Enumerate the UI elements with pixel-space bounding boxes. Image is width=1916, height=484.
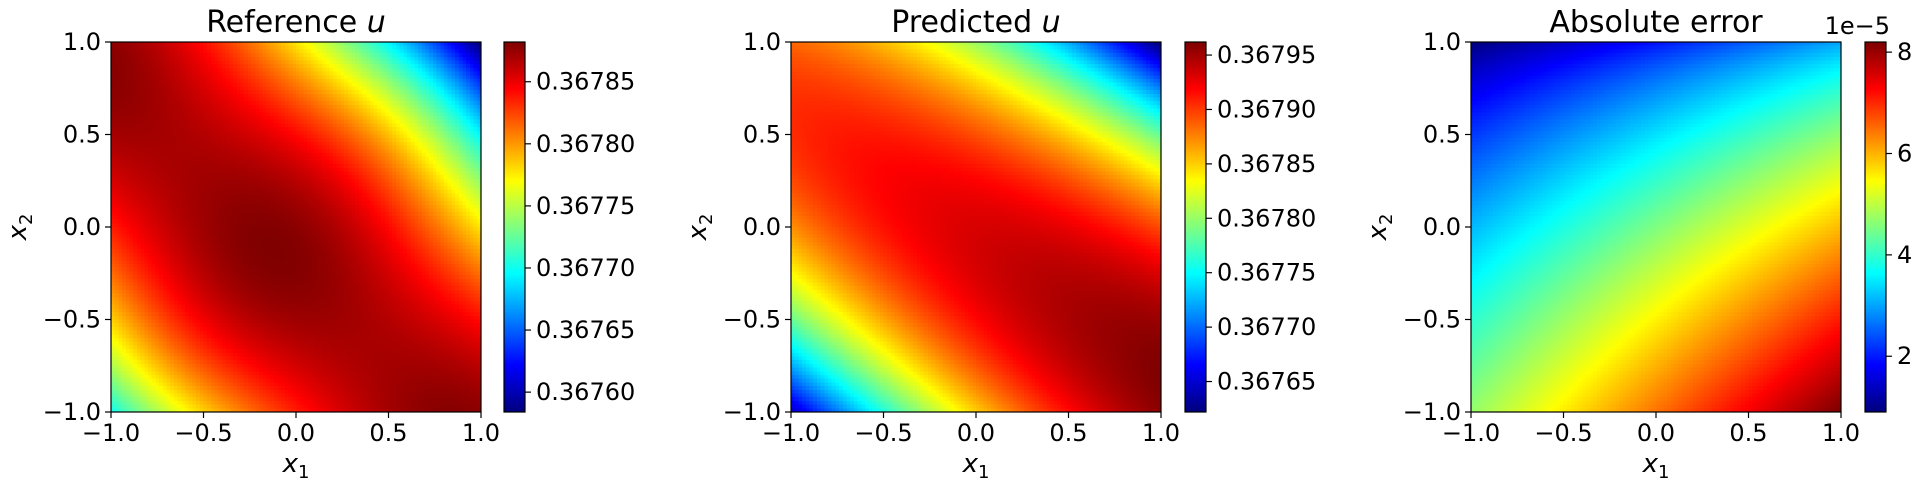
colorbar-tick-label: 0.36765 (536, 316, 635, 344)
colorbar-offset-text: 1e−5 (1825, 12, 1890, 40)
y-tick-label: −0.5 (1403, 306, 1461, 334)
x-tick-label: −1.0 (1442, 419, 1500, 447)
chart-title: Absolute error (1549, 5, 1763, 40)
colorbar-tick-label: 0.36790 (1217, 95, 1316, 123)
x-tick-label: 1.0 (462, 419, 500, 447)
x-axis-label: x1 (1642, 449, 1670, 483)
heatmap-image (791, 42, 1161, 412)
colorbar-tick-label: 0.36780 (536, 130, 635, 158)
x-axis-label: x1 (962, 449, 990, 483)
x-tick-label: 0.5 (1049, 419, 1087, 447)
colorbar-gradient (1185, 42, 1206, 412)
colorbar-tick-label: 2 (1897, 342, 1912, 370)
x-tick-label: 0.0 (277, 419, 315, 447)
y-tick-label: 1.0 (63, 28, 101, 56)
colorbar-gradient (1865, 42, 1886, 412)
colorbar-tick-label: 0.36770 (536, 254, 635, 282)
colorbar-tick-label: 0.36785 (536, 68, 635, 96)
y-axis-label: x2 (3, 214, 37, 242)
heatmap-image (1471, 42, 1841, 412)
colorbar-tick-label: 0.36785 (1217, 150, 1316, 178)
y-tick-label: 0.5 (743, 121, 781, 149)
x-tick-label: −0.5 (1534, 419, 1592, 447)
y-tick-label: −0.5 (723, 306, 781, 334)
colorbar: 0.36765 0.36770 0.36775 0.36780 0.36785 0.367… (1184, 41, 1316, 413)
colorbar-tick-label: 0.36780 (1217, 204, 1316, 232)
x-tick-label: 0.0 (957, 419, 995, 447)
x-tick-label: −0.5 (854, 419, 912, 447)
panel-2: Predicted u −1.0 −0.5 0.0 0.5 1.0 −1.0 −0.5 0.0 0… (683, 5, 1316, 483)
colorbar-tick-label: 0.36770 (1217, 313, 1316, 341)
panel-1: Reference u −1.0 −0.5 0.0 0.5 1.0 −1.0 −0.5 0.0 0… (3, 5, 635, 483)
x-tick-label: −0.5 (174, 419, 232, 447)
x-tick-label: −1.0 (762, 419, 820, 447)
x-tick-label: 0.5 (369, 419, 407, 447)
x-tick-label: 0.0 (1637, 419, 1675, 447)
colorbar-frame (1184, 41, 1207, 413)
y-tick-label: 0.5 (63, 121, 101, 149)
y-tick-label: 1.0 (1423, 28, 1461, 56)
y-tick-label: 0.5 (1423, 121, 1461, 149)
colorbar-frame (503, 41, 526, 413)
x-tick-label: 0.5 (1729, 419, 1767, 447)
x-tick-label: −1.0 (82, 419, 140, 447)
y-tick-label: 0.0 (63, 213, 101, 241)
y-tick-label: 0.0 (1423, 213, 1461, 241)
chart-title: Reference u (206, 5, 386, 40)
colorbar-tick-label: 0.36760 (536, 378, 635, 406)
colorbar-tick-label: 6 (1897, 140, 1912, 168)
y-tick-label: −1.0 (1403, 398, 1461, 426)
y-axis-label: x2 (1363, 214, 1397, 242)
colorbar-tick-label: 4 (1897, 241, 1912, 269)
y-tick-label: 0.0 (743, 213, 781, 241)
colorbar-gradient (504, 42, 525, 412)
x-axis-label: x1 (282, 449, 310, 483)
panel-3: Absolute error −1.0 −0.5 0.0 0.5 1.0 −1.0 −0.5 0… (1363, 5, 1912, 483)
colorbar: 2 4 6 81e−5 (1825, 12, 1912, 413)
x-tick-label: 1.0 (1822, 419, 1860, 447)
chart-title: Predicted u (891, 5, 1060, 40)
y-tick-label: −0.5 (43, 306, 101, 334)
y-tick-label: −1.0 (43, 398, 101, 426)
y-axis-label: x2 (683, 214, 717, 242)
colorbar-tick-label: 8 (1897, 38, 1912, 66)
colorbar-frame (1864, 41, 1887, 413)
colorbar-tick-label: 0.36775 (536, 192, 635, 220)
heatmap-image (111, 42, 481, 412)
y-tick-label: −1.0 (723, 398, 781, 426)
x-tick-label: 1.0 (1142, 419, 1180, 447)
colorbar-tick-label: 0.36765 (1217, 368, 1316, 396)
colorbar: 0.36760 0.36765 0.36770 0.36775 0.36780 0.367… (503, 41, 635, 413)
colorbar-tick-label: 0.36795 (1217, 41, 1316, 69)
colorbar-tick-label: 0.36775 (1217, 259, 1316, 287)
y-tick-label: 1.0 (743, 28, 781, 56)
